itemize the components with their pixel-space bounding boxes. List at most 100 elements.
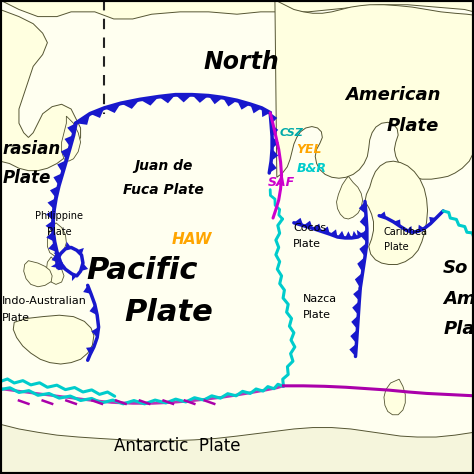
Polygon shape bbox=[65, 242, 71, 249]
Text: Plate: Plate bbox=[293, 239, 321, 249]
Polygon shape bbox=[86, 347, 94, 355]
Polygon shape bbox=[90, 304, 97, 315]
Polygon shape bbox=[360, 214, 367, 228]
Text: Plate: Plate bbox=[303, 310, 331, 320]
Polygon shape bbox=[83, 285, 91, 294]
Text: Fuca Plate: Fuca Plate bbox=[123, 182, 204, 197]
Text: Pacific: Pacific bbox=[86, 255, 198, 285]
Polygon shape bbox=[47, 198, 56, 210]
Text: Plate: Plate bbox=[384, 242, 409, 253]
Polygon shape bbox=[353, 288, 360, 301]
Polygon shape bbox=[91, 327, 99, 337]
Polygon shape bbox=[140, 97, 159, 106]
Polygon shape bbox=[303, 221, 313, 228]
Polygon shape bbox=[337, 176, 363, 219]
Polygon shape bbox=[77, 248, 84, 255]
Text: HAW: HAW bbox=[172, 232, 212, 247]
Polygon shape bbox=[90, 108, 104, 118]
Text: SAF: SAF bbox=[268, 176, 295, 189]
Text: Juan de: Juan de bbox=[134, 159, 193, 173]
Text: Caribbea: Caribbea bbox=[384, 227, 428, 237]
Text: Indo-Australian: Indo-Australian bbox=[2, 296, 87, 306]
Polygon shape bbox=[46, 231, 55, 242]
Polygon shape bbox=[365, 161, 428, 264]
Polygon shape bbox=[76, 114, 90, 125]
Polygon shape bbox=[50, 186, 59, 198]
Polygon shape bbox=[192, 95, 209, 103]
Polygon shape bbox=[58, 263, 65, 270]
Polygon shape bbox=[24, 261, 52, 287]
Polygon shape bbox=[350, 329, 357, 344]
Text: Ame: Ame bbox=[443, 290, 474, 308]
Polygon shape bbox=[378, 216, 392, 229]
Polygon shape bbox=[418, 225, 424, 231]
Text: North: North bbox=[204, 50, 280, 73]
Polygon shape bbox=[351, 315, 358, 329]
Polygon shape bbox=[262, 108, 270, 117]
Text: Plate: Plate bbox=[47, 227, 72, 237]
Polygon shape bbox=[313, 224, 321, 231]
Polygon shape bbox=[51, 263, 58, 268]
Polygon shape bbox=[81, 263, 88, 271]
Text: Plate: Plate bbox=[2, 169, 51, 187]
Polygon shape bbox=[0, 0, 474, 19]
Polygon shape bbox=[271, 149, 278, 161]
Polygon shape bbox=[61, 147, 70, 160]
Polygon shape bbox=[46, 220, 53, 231]
Polygon shape bbox=[270, 113, 277, 124]
Text: Philippine: Philippine bbox=[35, 210, 83, 221]
Polygon shape bbox=[237, 100, 250, 109]
Polygon shape bbox=[57, 160, 66, 173]
Polygon shape bbox=[250, 104, 262, 113]
Polygon shape bbox=[67, 123, 76, 135]
Text: Plate: Plate bbox=[386, 117, 438, 135]
Polygon shape bbox=[47, 223, 66, 256]
Polygon shape bbox=[223, 98, 237, 107]
Polygon shape bbox=[379, 211, 386, 218]
Polygon shape bbox=[272, 137, 279, 149]
Polygon shape bbox=[384, 379, 405, 415]
Text: So: So bbox=[443, 259, 469, 277]
Polygon shape bbox=[345, 231, 352, 238]
Polygon shape bbox=[352, 231, 358, 238]
Polygon shape bbox=[429, 217, 436, 224]
Polygon shape bbox=[62, 116, 81, 161]
Polygon shape bbox=[52, 252, 61, 263]
Text: B&R: B&R bbox=[296, 162, 326, 175]
Polygon shape bbox=[349, 344, 356, 356]
Polygon shape bbox=[321, 227, 330, 234]
Polygon shape bbox=[337, 231, 345, 238]
Text: Nazca: Nazca bbox=[303, 293, 337, 304]
Polygon shape bbox=[359, 243, 367, 257]
Polygon shape bbox=[271, 124, 278, 137]
Polygon shape bbox=[0, 424, 474, 474]
Text: rasian: rasian bbox=[2, 140, 61, 158]
Polygon shape bbox=[352, 301, 359, 315]
Polygon shape bbox=[121, 100, 140, 109]
Polygon shape bbox=[357, 257, 365, 273]
Polygon shape bbox=[360, 228, 367, 243]
Polygon shape bbox=[209, 96, 223, 104]
Text: Plate: Plate bbox=[2, 312, 30, 323]
Polygon shape bbox=[359, 201, 366, 214]
Polygon shape bbox=[54, 173, 63, 186]
Polygon shape bbox=[330, 229, 337, 237]
Polygon shape bbox=[294, 218, 303, 226]
Polygon shape bbox=[393, 219, 401, 227]
Polygon shape bbox=[159, 95, 175, 103]
Polygon shape bbox=[357, 230, 363, 237]
Polygon shape bbox=[0, 9, 81, 171]
Text: CSZ: CSZ bbox=[280, 128, 303, 138]
Polygon shape bbox=[46, 210, 54, 220]
Polygon shape bbox=[46, 257, 64, 284]
Polygon shape bbox=[54, 253, 61, 258]
Polygon shape bbox=[269, 161, 277, 173]
Polygon shape bbox=[72, 274, 77, 281]
Polygon shape bbox=[104, 103, 121, 113]
Text: Pla: Pla bbox=[443, 320, 474, 338]
Polygon shape bbox=[64, 135, 73, 147]
Polygon shape bbox=[355, 273, 363, 288]
Polygon shape bbox=[13, 315, 94, 364]
Polygon shape bbox=[275, 0, 474, 179]
Polygon shape bbox=[175, 95, 192, 102]
